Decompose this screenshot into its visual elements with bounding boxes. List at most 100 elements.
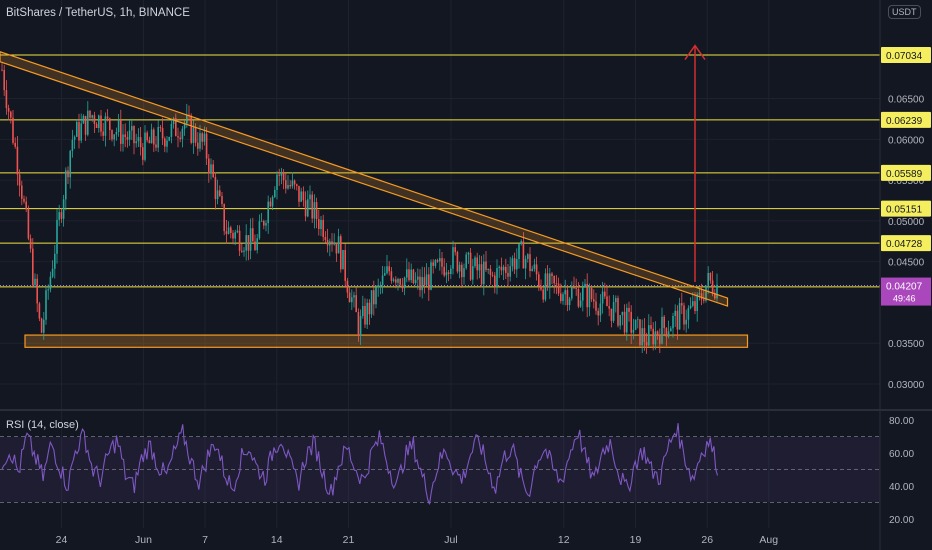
candle-body [359,316,362,337]
candle-body [304,200,307,217]
candle-body [667,331,670,337]
candle-body [518,244,520,260]
rsi-tick-label: 80.00 [889,416,914,427]
candle-body [663,316,665,328]
candle-body [192,127,195,143]
candle-body [230,227,232,233]
rsi-band-fill [0,437,880,502]
candle-body [326,240,329,246]
candle-body [170,123,173,137]
candle-body [436,260,439,262]
descending-channel[interactable] [0,51,729,307]
rsi-panel[interactable] [0,423,880,505]
candle-body [78,121,80,141]
candle-body [612,302,615,321]
candle-body [298,185,300,202]
candle-body [18,174,21,186]
rsi-tick-label: 40.00 [889,482,914,493]
candle-body [243,250,245,252]
candle-body [353,295,355,298]
candle-body [175,118,177,137]
candle-body [478,264,481,271]
candle-body [412,269,415,283]
candle-body [399,278,401,285]
candle-body [60,212,63,219]
candle-body [150,129,153,144]
time-axis[interactable]: 24 Jun 7 14 21 Jul 12 19 26 Aug [56,534,779,546]
candle-body [219,190,221,196]
candle-body [139,137,142,148]
price-panel[interactable] [0,44,880,354]
candle-body [197,142,199,149]
candle-body [485,261,487,270]
candle-body [599,303,602,316]
candle-body [300,191,302,202]
candle-body [109,118,111,131]
candle-body [263,221,265,226]
support-zone-box[interactable] [24,334,749,348]
candle-body [428,274,430,290]
candle-body [227,227,230,234]
candle-body [100,115,102,132]
candle-body [267,201,269,224]
time-tick-label: 7 [202,534,208,546]
candle-body [342,250,344,270]
candle-body [221,195,223,205]
candle-body [56,219,58,254]
candle-body [333,242,335,245]
candle-body [700,293,703,300]
candle-body [593,299,595,302]
candle-body [113,134,115,140]
candle-body [146,132,148,141]
candle-body [289,185,291,187]
candle-body [711,280,714,294]
candle-body [166,140,168,147]
price-axis[interactable]: 0.06500 0.06000 0.05500 0.05000 0.04500 0.035… [888,95,925,391]
candle-body [183,123,186,129]
candle-body [76,121,78,137]
price-tags: 0.070340.062390.055890.051510.047280.041… [881,47,931,306]
candle-body [212,164,214,177]
candle-body [201,133,203,142]
candle-body [377,284,379,288]
candle-body [293,180,296,185]
candle-body [285,180,287,189]
candle-body [527,254,529,259]
price-tick-label: 0.06000 [888,135,925,146]
candle-body [463,268,465,278]
candle-body [247,235,250,251]
rsi-line [1,423,719,505]
candle-body [496,268,498,287]
candle-body [172,118,175,124]
candle-body [707,273,709,286]
candle-body [401,284,404,289]
candle-body [370,290,373,315]
candle-body [430,262,432,290]
chart-title: BitShares / TetherUS, 1h, BINANCE [6,7,190,19]
candle-body [373,290,375,305]
candle-body [40,318,43,333]
candle-body [566,290,569,305]
candle-body [51,268,54,277]
rsi-axis[interactable]: 80.00 60.00 40.00 20.00 [889,416,914,526]
price-tick-label: 0.04500 [888,258,925,269]
time-tick-label: Jun [135,534,152,546]
candle-body [232,232,234,239]
currency-badge[interactable]: USDT [888,5,921,19]
candle-body [601,291,604,304]
candle-body [362,306,364,317]
candle-body [579,300,582,307]
candle-body [238,230,241,251]
candle-body [23,198,25,202]
target-arrow[interactable] [684,44,706,283]
candle-body [106,116,109,119]
candle-body [553,276,555,284]
level-tag-bg [881,111,931,128]
candle-body [397,278,399,283]
candle-body [395,279,397,283]
candle-body [423,277,426,286]
candle-body [313,202,316,219]
candle-body [208,158,210,174]
candle-body [25,201,27,210]
